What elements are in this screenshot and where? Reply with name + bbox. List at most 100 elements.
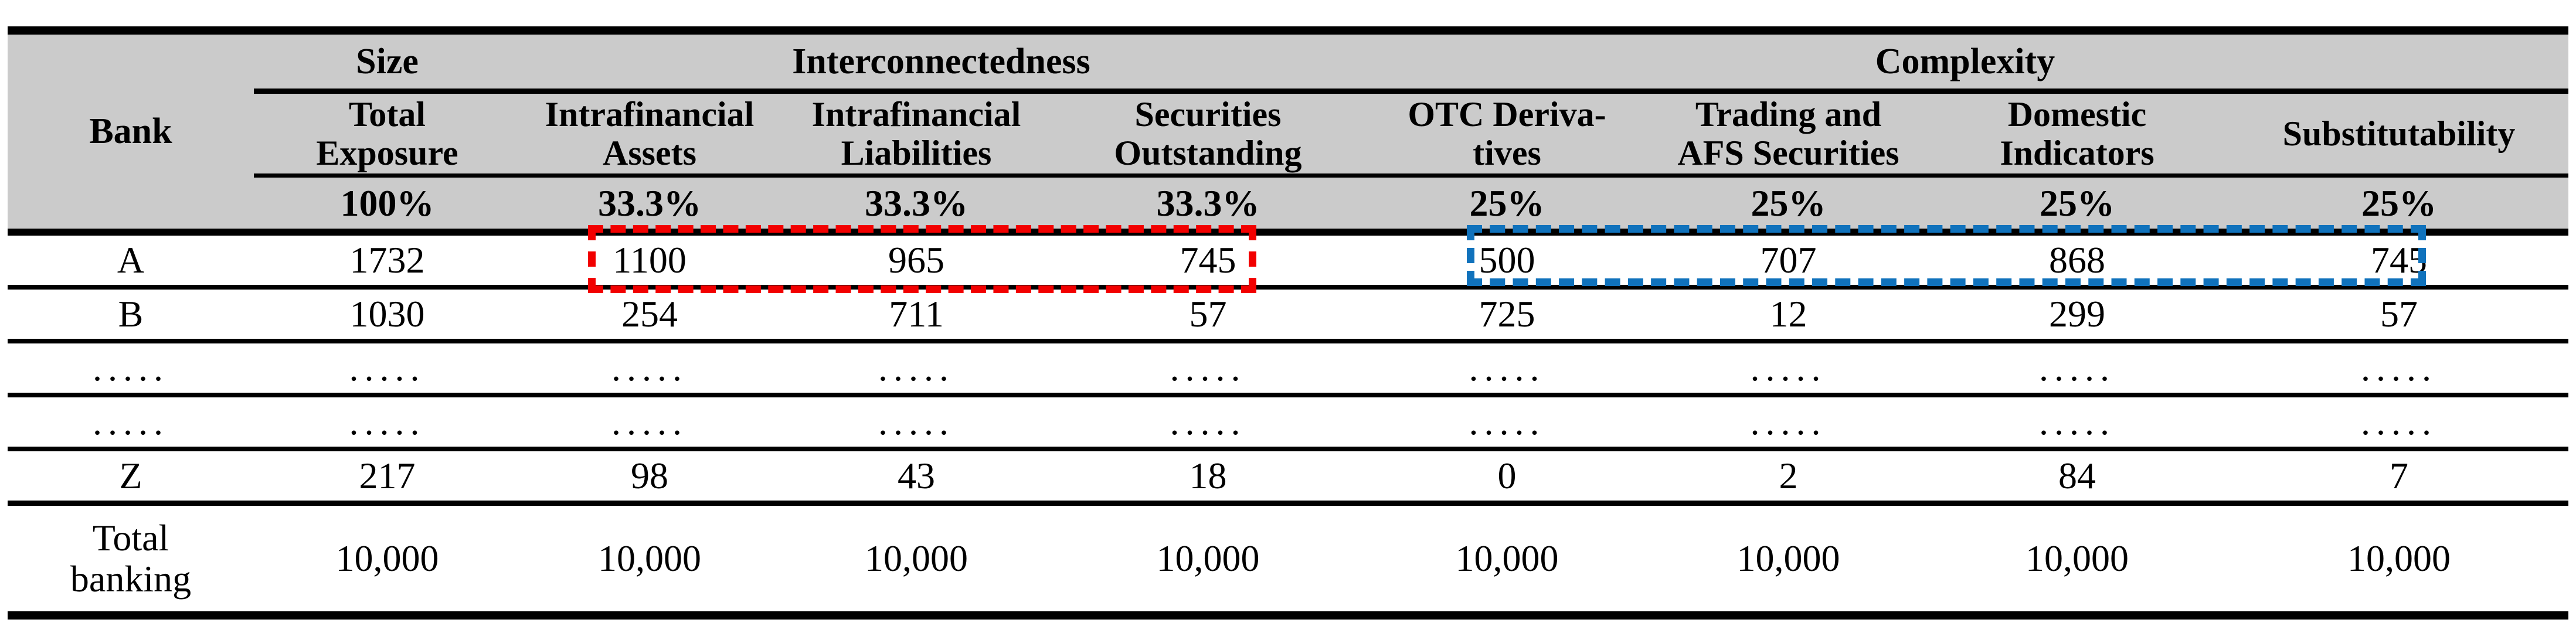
table-top-border xyxy=(8,26,2568,35)
group-header-interconnectedness: Interconnectedness xyxy=(521,35,1362,94)
table-row-bank-b: B 1030 254 711 57 725 12 299 57 xyxy=(8,287,2569,343)
cell-value: 10,000 xyxy=(2347,537,2451,579)
weight-domestic-indicators: 25% xyxy=(1925,175,2230,236)
cell-bank-label: Z xyxy=(8,449,254,506)
cell-value: 10,000 xyxy=(865,537,968,579)
col-header-line: Trading and xyxy=(1695,95,1882,134)
cell-value: 43 xyxy=(779,449,1054,506)
col-header-line: Intrafinancial xyxy=(811,95,1021,134)
col-header-trading-afs-securities: Trading and AFS Securities xyxy=(1652,91,1925,178)
bank-column-header: Bank xyxy=(8,35,254,236)
col-header-intrafinancial-assets: Intrafinancial Assets xyxy=(521,91,779,178)
col-header-line: Exposure xyxy=(316,134,458,172)
cell-total-label: Total banking xyxy=(8,503,254,612)
cell-value: 2 xyxy=(1652,449,1925,506)
cell-ellipsis: ..... xyxy=(1652,341,1925,397)
cell-ellipsis: ..... xyxy=(254,341,521,397)
gsib-indicator-weights-table: Bank Size Interconnectedness Complexity … xyxy=(8,35,2569,612)
group-header-row: Bank Size Interconnectedness Complexity xyxy=(8,35,2569,236)
cell-value: 10,000 xyxy=(1455,537,1559,579)
weights-row: 100% 33.3% 33.3% 33.3% 25% 25% 25% 25% xyxy=(8,175,2569,236)
cell-ellipsis: ..... xyxy=(1362,341,1652,397)
cell-value: 254 xyxy=(521,287,779,343)
cell-bank-label: B xyxy=(8,287,254,343)
weight-substitutability: 25% xyxy=(2230,175,2569,236)
cell-value: 18 xyxy=(1054,449,1362,506)
col-header-line: AFS Securities xyxy=(1677,134,1899,172)
blue-dashed-annotation-box xyxy=(1467,225,2426,286)
table-row-ellipsis-1: ..... ..... ..... ..... ..... ..... ....… xyxy=(8,341,2569,397)
cell-value: 10,000 xyxy=(335,537,439,579)
cell-ellipsis: ..... xyxy=(1925,341,2230,397)
cell-value: 725 xyxy=(1362,287,1652,343)
col-header-substitutability: Substitutability xyxy=(2230,91,2569,178)
col-header-line: OTC Deriva- xyxy=(1408,95,1606,134)
col-header-line: tives xyxy=(1473,134,1541,172)
cell-ellipsis: ..... xyxy=(779,341,1054,397)
table-bottom-border xyxy=(8,611,2568,620)
cell-ellipsis: ..... xyxy=(8,395,254,451)
cell-ellipsis: ..... xyxy=(1652,395,1925,451)
cell-ellipsis: ..... xyxy=(521,395,779,451)
cell-value: 217 xyxy=(254,449,521,506)
cell-ellipsis: ..... xyxy=(1362,395,1652,451)
col-header-line: Total xyxy=(348,95,426,134)
weight-intrafinancial-liabilities: 33.3% xyxy=(779,175,1054,236)
cell-ellipsis: ..... xyxy=(2230,395,2569,451)
table-row-ellipsis-2: ..... ..... ..... ..... ..... ..... ....… xyxy=(8,395,2569,451)
cell-value: 0 xyxy=(1362,449,1652,506)
col-header-securities-outstanding: Securities Outstanding xyxy=(1054,91,1362,178)
cell-value: 711 xyxy=(779,287,1054,343)
cell-value: 1100 xyxy=(521,232,779,290)
weight-otc-derivatives: 25% xyxy=(1362,175,1652,236)
cell-ellipsis: ..... xyxy=(521,341,779,397)
cell-value: 745 xyxy=(1054,232,1362,290)
group-header-size: Size xyxy=(254,35,521,94)
cell-bank-label: A xyxy=(8,232,254,290)
cell-value: 7 xyxy=(2230,449,2569,506)
column-names-row: Total Exposure Intrafinancial Assets Int… xyxy=(8,91,2569,178)
cell-value: 12 xyxy=(1652,287,1925,343)
cell-value: 10,000 xyxy=(1156,537,1260,579)
cell-ellipsis: ..... xyxy=(779,395,1054,451)
weight-trading-afs: 25% xyxy=(1652,175,1925,236)
table-row-bank-z: Z 217 98 43 18 0 2 84 7 xyxy=(8,449,2569,506)
cell-value: 57 xyxy=(1054,287,1362,343)
col-header-domestic-indicators: Domestic Indicators xyxy=(1925,91,2230,178)
col-header-line: Outstanding xyxy=(1114,134,1302,172)
cell-value: 57 xyxy=(2230,287,2569,343)
cell-value: 10,000 xyxy=(2026,537,2129,579)
table-row-total-banking: Total banking 10,000 10,000 10,000 10,00… xyxy=(8,503,2568,612)
cell-ellipsis: ..... xyxy=(8,341,254,397)
cell-ellipsis: ..... xyxy=(1054,395,1362,451)
table-row-bank-a: A 1732 1100 965 745 500 707 868 745 xyxy=(8,232,2569,290)
col-header-line: Indicators xyxy=(2000,134,2154,172)
cell-value: 98 xyxy=(521,449,779,506)
total-banking-label: Total banking xyxy=(70,517,192,600)
group-header-complexity: Complexity xyxy=(1362,35,2569,94)
cell-ellipsis: ..... xyxy=(2230,341,2569,397)
col-header-line: Assets xyxy=(603,134,696,172)
cell-value: 1732 xyxy=(254,232,521,290)
weight-total-exposure: 100% xyxy=(254,175,521,236)
cell-value: 965 xyxy=(779,232,1054,290)
red-dashed-annotation-box xyxy=(588,225,1256,293)
weight-intrafinancial-assets: 33.3% xyxy=(521,175,779,236)
col-header-line: Domestic xyxy=(2007,95,2147,134)
cell-value: 10,000 xyxy=(1736,537,1840,579)
cell-value: 10,000 xyxy=(598,537,701,579)
cell-value: 1030 xyxy=(254,287,521,343)
col-header-line: Substitutability xyxy=(2282,114,2516,153)
col-header-otc-derivatives: OTC Deriva- tives xyxy=(1362,91,1652,178)
col-header-line: Liabilities xyxy=(841,134,992,172)
cell-value: 299 xyxy=(1925,287,2230,343)
cell-ellipsis: ..... xyxy=(1925,395,2230,451)
cell-value: 84 xyxy=(1925,449,2230,506)
col-header-intrafinancial-liabilities: Intrafinancial Liabilities xyxy=(779,91,1054,178)
col-header-total-exposure: Total Exposure xyxy=(254,91,521,178)
cell-ellipsis: ..... xyxy=(1054,341,1362,397)
cell-ellipsis: ..... xyxy=(254,395,521,451)
weight-securities-outstanding: 33.3% xyxy=(1054,175,1362,236)
col-header-line: Securities xyxy=(1134,95,1282,134)
